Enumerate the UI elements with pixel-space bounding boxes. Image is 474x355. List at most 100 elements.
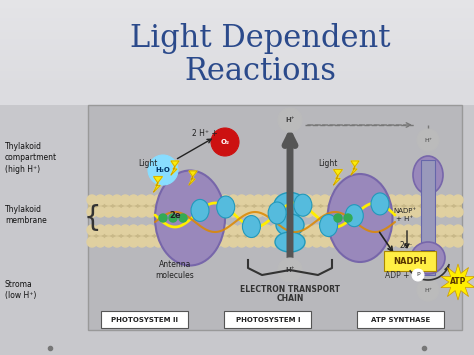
Bar [0,57,474,59]
Circle shape [262,237,272,247]
FancyBboxPatch shape [357,311,444,328]
Text: PHOTOSYSTEM II: PHOTOSYSTEM II [111,317,178,322]
Circle shape [245,237,255,247]
Circle shape [445,195,455,205]
Circle shape [154,195,164,205]
Text: {: { [83,204,101,232]
Circle shape [254,207,264,217]
Circle shape [220,195,230,205]
Ellipse shape [274,192,306,218]
Bar [0,59,474,60]
Circle shape [278,237,288,247]
Bar [421,250,435,266]
Circle shape [112,237,122,247]
Circle shape [128,237,138,247]
Text: Antenna
molecules: Antenna molecules [155,260,194,280]
Bar [0,44,474,45]
Bar [0,76,474,78]
Circle shape [245,225,255,235]
Circle shape [453,195,463,205]
Circle shape [87,207,97,217]
Circle shape [145,207,155,217]
Bar [0,67,474,69]
Circle shape [162,195,172,205]
Bar [0,87,474,88]
Bar [0,81,474,82]
Bar [0,6,474,7]
Circle shape [278,195,288,205]
Circle shape [228,237,238,247]
Circle shape [453,207,463,217]
Circle shape [320,195,330,205]
Circle shape [345,207,355,217]
Circle shape [453,237,463,247]
Circle shape [128,207,138,217]
Circle shape [195,237,205,247]
Ellipse shape [328,174,392,262]
Circle shape [112,225,122,235]
Bar [0,0,474,1]
Bar [0,28,474,30]
Circle shape [170,207,180,217]
Bar [0,30,474,32]
Bar [0,71,474,72]
Circle shape [95,237,105,247]
Circle shape [187,225,197,235]
Circle shape [362,195,372,205]
Circle shape [237,225,247,235]
Circle shape [228,225,238,235]
Circle shape [328,225,338,235]
Text: H₂O: H₂O [155,167,171,173]
Circle shape [212,207,222,217]
Circle shape [287,207,297,217]
Bar [0,69,474,71]
Circle shape [386,225,396,235]
Bar [0,5,474,6]
Circle shape [420,195,430,205]
Circle shape [203,207,213,217]
Text: Light: Light [138,158,158,168]
Text: Reactions: Reactions [185,56,337,87]
Circle shape [403,207,413,217]
Bar [0,86,474,87]
Circle shape [411,237,421,247]
Circle shape [87,225,97,235]
Circle shape [179,237,189,247]
Bar [0,13,474,15]
Bar [0,33,474,34]
Circle shape [237,195,247,205]
Circle shape [337,237,346,247]
Circle shape [237,237,247,247]
Circle shape [179,225,189,235]
Bar [0,12,474,13]
Circle shape [278,108,302,132]
Circle shape [162,237,172,247]
Ellipse shape [319,214,337,236]
Circle shape [370,237,380,247]
Circle shape [337,207,346,217]
Circle shape [270,225,280,235]
Circle shape [245,207,255,217]
Circle shape [378,207,388,217]
Circle shape [120,237,130,247]
Text: H⁺: H⁺ [285,117,295,123]
Circle shape [328,195,338,205]
Bar [0,22,474,24]
Circle shape [378,195,388,205]
Bar [0,21,474,22]
Circle shape [345,195,355,205]
Bar [0,49,474,51]
Circle shape [320,237,330,247]
Circle shape [411,195,421,205]
FancyBboxPatch shape [101,311,188,328]
Circle shape [228,195,238,205]
Circle shape [295,225,305,235]
Circle shape [179,214,187,222]
Circle shape [203,237,213,247]
Circle shape [112,207,122,217]
Circle shape [203,225,213,235]
Bar [0,7,474,9]
Circle shape [128,225,138,235]
Bar [0,88,474,90]
Bar [0,72,474,73]
